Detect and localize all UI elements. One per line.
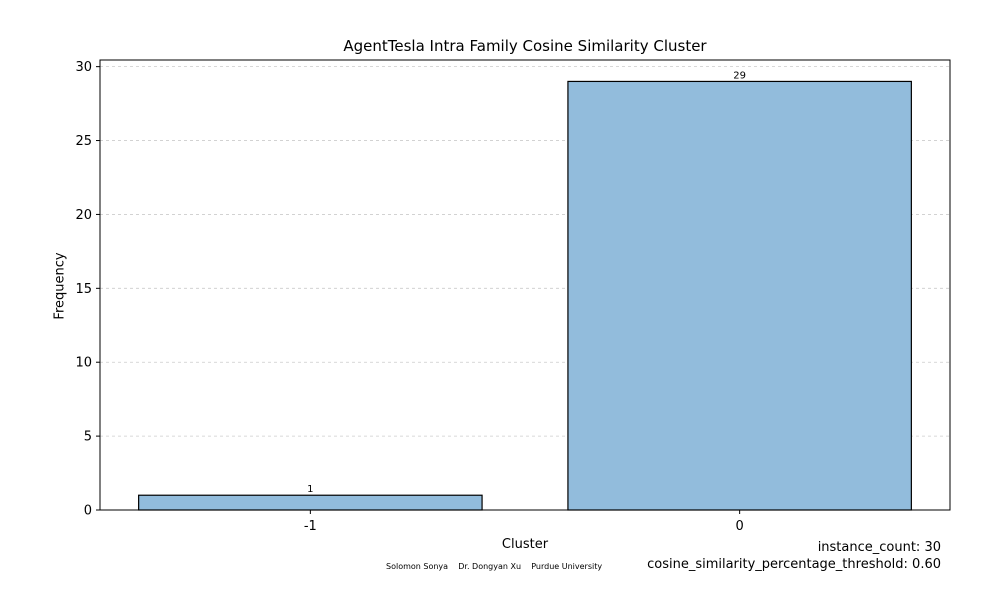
instance-count: instance_count: 30: [817, 540, 941, 555]
y-tick-label: 30: [75, 60, 92, 75]
x-tick-label: 0: [736, 519, 744, 534]
axis-ticks: 0 5 10 15 20 25 30 -1 0: [75, 60, 743, 534]
y-axis-label: Frequency: [52, 252, 68, 320]
y-tick-label: 15: [75, 282, 92, 297]
x-tick-label: -1: [304, 519, 317, 534]
y-tick-label: 20: [75, 208, 92, 223]
bars: [138, 80, 912, 511]
x-axis-label: Cluster: [501, 537, 549, 552]
chart-title: AgentTesla Intra Family Cosine Similarit…: [343, 37, 707, 55]
similarity-threshold: cosine_similarity_percentage_threshold: …: [647, 557, 941, 572]
bar: [567, 80, 912, 511]
bar-value-label: 29: [733, 70, 746, 81]
y-tick-label: 10: [75, 356, 92, 371]
y-tick-label: 5: [84, 430, 92, 445]
bar: [138, 494, 483, 511]
y-tick-label: 25: [75, 134, 92, 149]
data-labels: 1 29: [307, 70, 746, 495]
y-tick-label: 0: [84, 504, 92, 519]
info-box: instance_count: 30 cosine_similarity_per…: [647, 539, 941, 573]
plot-frame: [99, 59, 951, 511]
bar-value-label: 1: [307, 484, 313, 495]
footer-credit: Solomon Sonya Dr. Dongyan Xu Purdue Univ…: [386, 562, 603, 571]
